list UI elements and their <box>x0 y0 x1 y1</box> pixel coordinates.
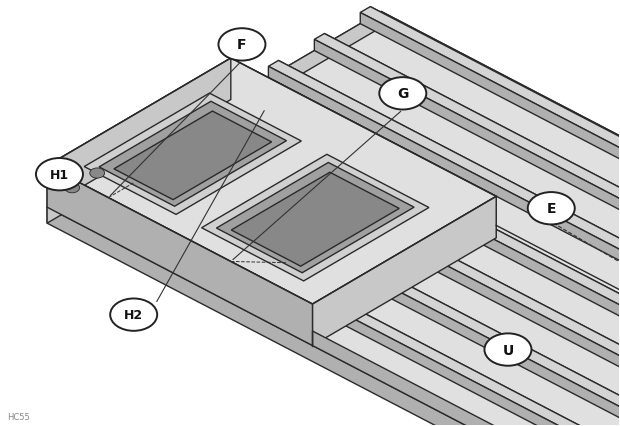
Polygon shape <box>126 144 620 415</box>
Text: eReplacementParts.com: eReplacementParts.com <box>216 239 404 254</box>
Polygon shape <box>114 112 272 200</box>
Circle shape <box>379 78 427 110</box>
Polygon shape <box>360 8 620 279</box>
Circle shape <box>218 29 265 61</box>
Polygon shape <box>312 197 496 345</box>
Polygon shape <box>47 12 381 224</box>
Polygon shape <box>314 40 620 317</box>
Polygon shape <box>312 331 557 426</box>
Polygon shape <box>84 94 301 215</box>
Polygon shape <box>557 278 620 426</box>
Polygon shape <box>47 208 557 426</box>
Polygon shape <box>47 59 496 304</box>
Polygon shape <box>216 163 414 273</box>
Circle shape <box>64 183 79 193</box>
Text: H1: H1 <box>50 168 69 181</box>
Polygon shape <box>81 171 601 426</box>
Polygon shape <box>126 150 620 426</box>
Polygon shape <box>47 166 312 345</box>
Polygon shape <box>81 177 591 426</box>
Circle shape <box>484 334 531 366</box>
Polygon shape <box>228 91 620 367</box>
Polygon shape <box>99 102 286 207</box>
Polygon shape <box>231 173 399 267</box>
Circle shape <box>110 299 157 331</box>
Polygon shape <box>231 59 496 238</box>
Polygon shape <box>314 35 620 306</box>
Polygon shape <box>47 59 231 208</box>
Text: F: F <box>237 38 247 52</box>
Polygon shape <box>268 61 620 333</box>
Polygon shape <box>47 12 620 426</box>
Text: HC55: HC55 <box>7 412 30 421</box>
Polygon shape <box>136 144 620 421</box>
Polygon shape <box>182 118 620 394</box>
Polygon shape <box>360 14 620 290</box>
Polygon shape <box>91 171 601 426</box>
Polygon shape <box>172 118 620 389</box>
Polygon shape <box>202 155 429 281</box>
Polygon shape <box>172 123 620 400</box>
Polygon shape <box>218 96 620 373</box>
Polygon shape <box>324 35 620 311</box>
Circle shape <box>90 169 105 179</box>
Circle shape <box>528 193 575 225</box>
Text: G: G <box>397 87 409 101</box>
Text: E: E <box>546 202 556 216</box>
Text: U: U <box>502 343 513 357</box>
Polygon shape <box>218 91 620 362</box>
Polygon shape <box>370 8 620 284</box>
Polygon shape <box>381 12 620 294</box>
Polygon shape <box>278 61 620 338</box>
Text: H2: H2 <box>124 308 143 321</box>
Polygon shape <box>268 67 620 344</box>
Circle shape <box>36 158 83 191</box>
